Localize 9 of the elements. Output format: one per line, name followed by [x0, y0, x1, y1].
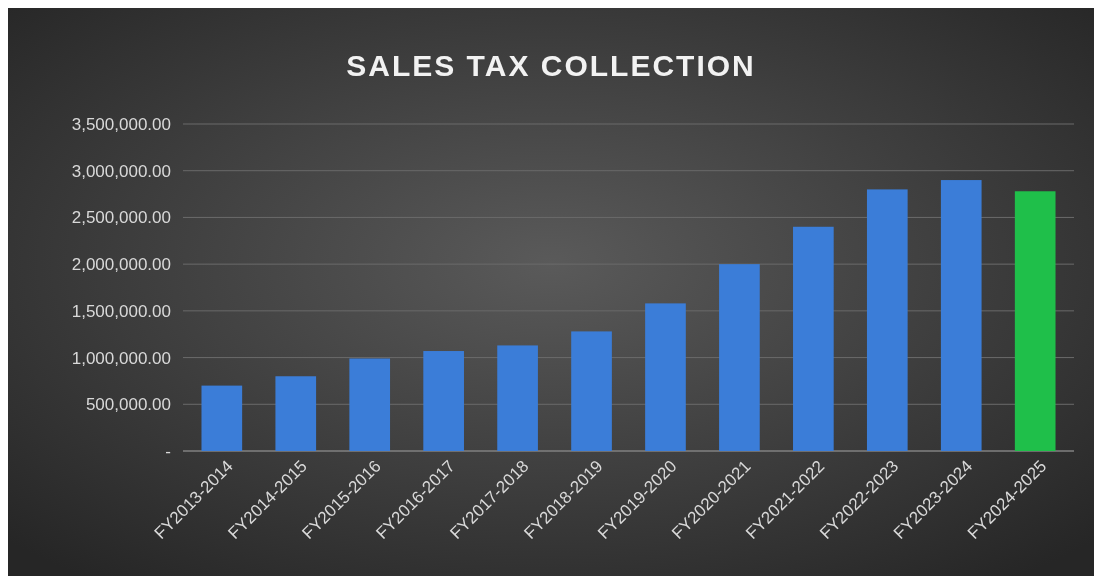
y-tick-label: 500,000.00	[85, 395, 171, 415]
y-tick-label: 2,000,000.00	[71, 255, 171, 275]
y-tick-label: 1,000,000.00	[71, 348, 171, 368]
y-tick-label: -	[165, 441, 171, 461]
y-tick-label: 3,000,000.00	[71, 161, 171, 181]
y-tick-label: 3,500,000.00	[71, 114, 171, 134]
y-tick-label: 1,500,000.00	[71, 301, 171, 321]
y-tick-label: 2,500,000.00	[71, 208, 171, 228]
chart-title: SALES TAX COLLECTION	[346, 49, 756, 82]
